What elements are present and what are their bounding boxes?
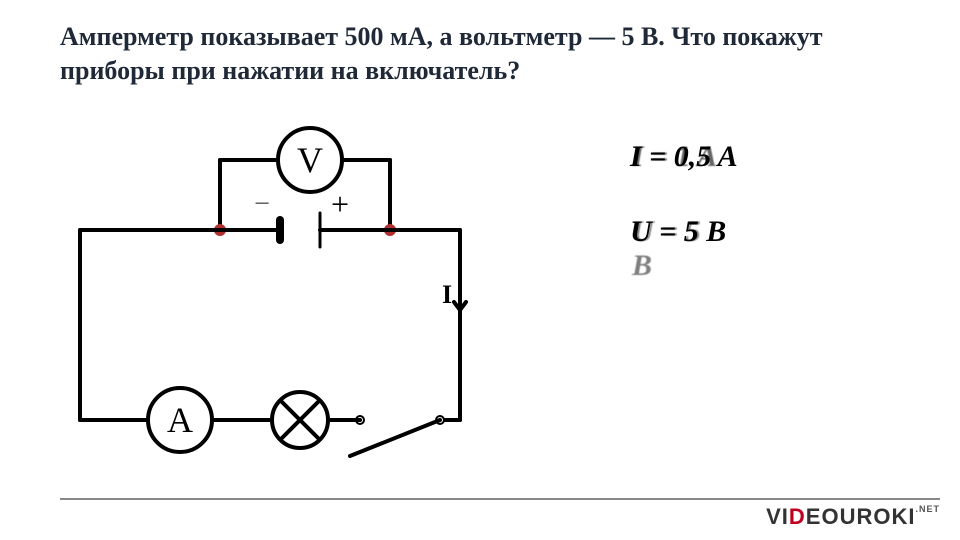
svg-text:+: + [331,186,349,222]
error-underline-icon [630,250,726,253]
circuit-diagram: V− + A [60,120,500,480]
svg-text:−: − [254,189,270,220]
footer-divider [60,498,940,500]
eq1-overlay: I = 1 A [632,140,717,174]
equation-voltage: U = 5 В U = 5 B [630,215,726,249]
equation-current: I = 0,5 A I = 1 A [630,140,738,174]
videouroki-logo: VIDEOUROKI.NET [766,504,940,530]
error-underline-icon [630,175,738,178]
logo-pre: VI [766,504,789,529]
svg-text:A: A [167,400,193,440]
logo-rest: EOUROKI [806,504,916,529]
eq2-overlay: U = 5 B [632,215,726,283]
logo-suffix: .NET [915,504,940,514]
question-text: Амперметр показывает 500 мА, а вольтметр… [60,20,880,88]
logo-d: D [789,504,806,529]
svg-text:V: V [297,140,323,180]
